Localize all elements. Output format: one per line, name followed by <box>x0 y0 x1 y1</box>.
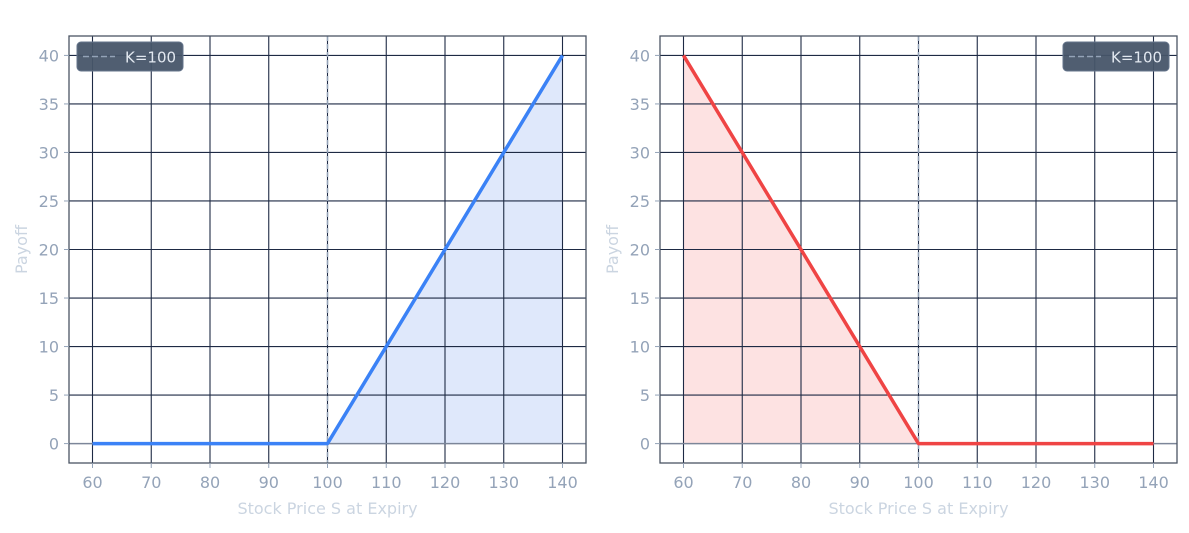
y-tick-label: 30 <box>39 143 59 162</box>
x-axis-label: Stock Price S at Expiry <box>828 499 1008 518</box>
payoff-line <box>92 54 564 446</box>
y-tick-label: 5 <box>49 386 59 405</box>
x-tick-label: 80 <box>200 473 220 492</box>
x-tick-label: 60 <box>673 473 693 492</box>
x-axis-label: Stock Price S at Expiry <box>237 499 417 518</box>
legend: K=100 <box>1062 41 1170 72</box>
y-tick-label: 10 <box>39 338 59 357</box>
x-tick-label: 120 <box>430 473 461 492</box>
x-tick-label: 60 <box>82 473 102 492</box>
x-tick-label: 120 <box>1021 473 1052 492</box>
y-axis-ticks: 0 5 10 15 20 25 30 35 40 <box>630 46 660 454</box>
y-tick-label: 20 <box>630 241 650 260</box>
x-tick-label: 90 <box>850 473 870 492</box>
y-tick-label: 30 <box>630 143 650 162</box>
y-tick-label: 5 <box>640 386 650 405</box>
x-tick-label: 130 <box>488 473 519 492</box>
legend-entry-label: K=100 <box>125 49 176 67</box>
y-axis-label: Payoff <box>12 224 31 274</box>
x-tick-label: 110 <box>371 473 402 492</box>
y-tick-label: 0 <box>49 435 59 454</box>
x-tick-label: 70 <box>732 473 752 492</box>
x-tick-label: 100 <box>312 473 343 492</box>
call-payoff-chart: 60 70 80 90 100 110 120 130 140 0 5 10 15 20 25 30 35 40 S… <box>12 35 587 518</box>
x-axis-ticks: 60 70 80 90 100 110 120 130 140 <box>673 463 1169 492</box>
x-tick-label: 140 <box>1138 473 1169 492</box>
y-tick-label: 35 <box>630 95 650 114</box>
y-axis-label: Payoff <box>603 224 622 274</box>
y-tick-label: 15 <box>630 289 650 308</box>
payoff-line <box>682 54 1154 446</box>
legend: K=100 <box>76 41 184 72</box>
y-tick-label: 40 <box>39 46 59 65</box>
x-axis-ticks: 60 70 80 90 100 110 120 130 140 <box>82 463 578 492</box>
y-tick-label: 15 <box>39 289 59 308</box>
y-axis-ticks: 0 5 10 15 20 25 30 35 40 <box>39 46 69 454</box>
y-tick-label: 25 <box>39 192 59 211</box>
legend-entry-label: K=100 <box>1111 49 1162 67</box>
x-tick-label: 80 <box>791 473 811 492</box>
y-tick-label: 20 <box>39 241 59 260</box>
y-tick-label: 0 <box>640 435 650 454</box>
x-tick-label: 130 <box>1079 473 1110 492</box>
x-tick-label: 70 <box>141 473 161 492</box>
x-tick-label: 140 <box>547 473 578 492</box>
x-tick-label: 100 <box>903 473 934 492</box>
x-tick-label: 90 <box>259 473 279 492</box>
y-tick-label: 40 <box>630 46 650 65</box>
y-tick-label: 35 <box>39 95 59 114</box>
x-tick-label: 110 <box>962 473 993 492</box>
put-payoff-chart: 60 70 80 90 100 110 120 130 140 0 5 10 15 20 25 30 35 40 S… <box>603 35 1178 518</box>
y-tick-label: 10 <box>630 338 650 357</box>
y-tick-label: 25 <box>630 192 650 211</box>
